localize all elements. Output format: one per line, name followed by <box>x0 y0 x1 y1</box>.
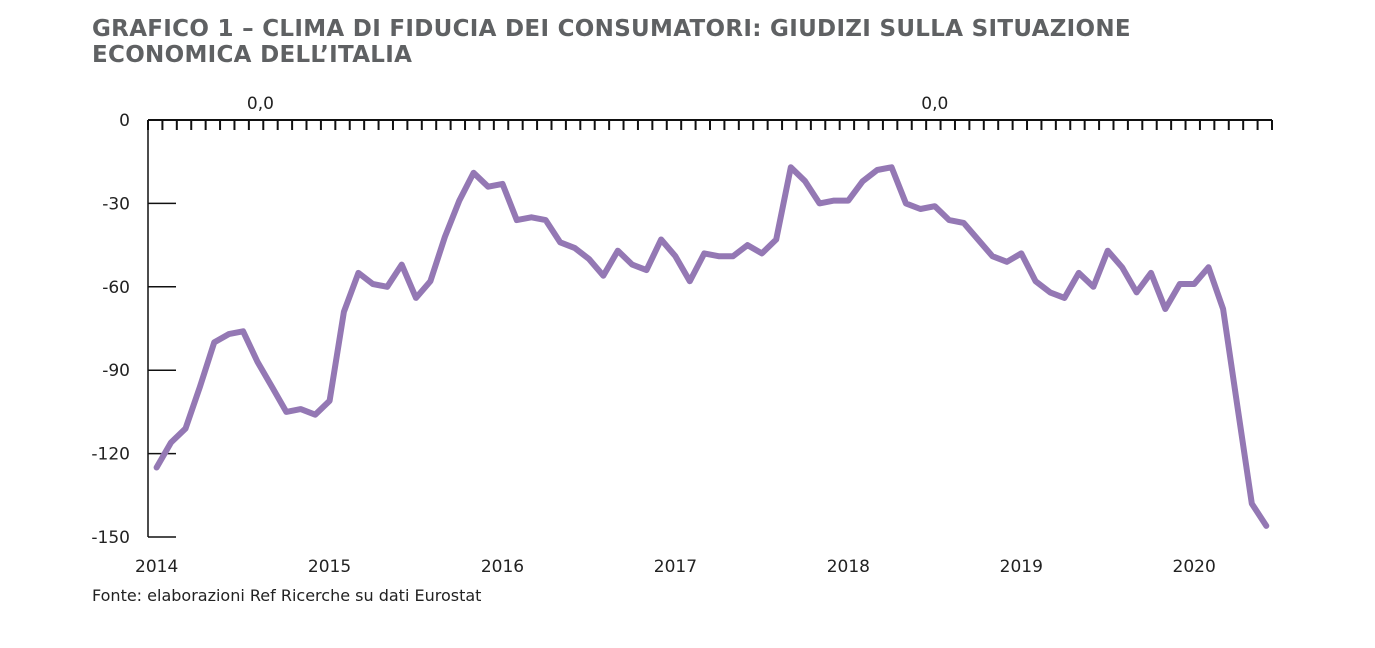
series-line <box>153 164 1270 529</box>
source-note: Fonte: elaborazioni Ref Ricerche su dati… <box>92 586 482 605</box>
x-tick-label: 2019 <box>1000 557 1043 577</box>
y-tick-label: -30 <box>102 194 130 214</box>
y-tick-label: -90 <box>102 361 130 381</box>
top-annotation-label: 0,0 <box>247 94 274 114</box>
y-tick-label: 0 <box>119 111 130 131</box>
chart-title-line-1: GRAFICO 1 – CLIMA DI FIDUCIA DEI CONSUMA… <box>92 16 1131 42</box>
x-tick-label: 2020 <box>1173 557 1216 577</box>
y-tick-label: -150 <box>91 528 130 548</box>
chart-title-line-2: ECONOMICA DELL’ITALIA <box>92 42 413 68</box>
x-tick-label: 2018 <box>827 557 870 577</box>
y-tick-label: -120 <box>91 445 130 465</box>
top-annotation-label: 0,0 <box>921 94 948 114</box>
chart-title: GRAFICO 1 – CLIMA DI FIDUCIA DEI CONSUMA… <box>92 16 1292 68</box>
x-tick-label: 2015 <box>308 557 351 577</box>
x-tick-label: 2017 <box>654 557 697 577</box>
x-tick-label: 2014 <box>135 557 178 577</box>
y-tick-label: -60 <box>102 278 130 298</box>
x-tick-label: 2016 <box>481 557 524 577</box>
